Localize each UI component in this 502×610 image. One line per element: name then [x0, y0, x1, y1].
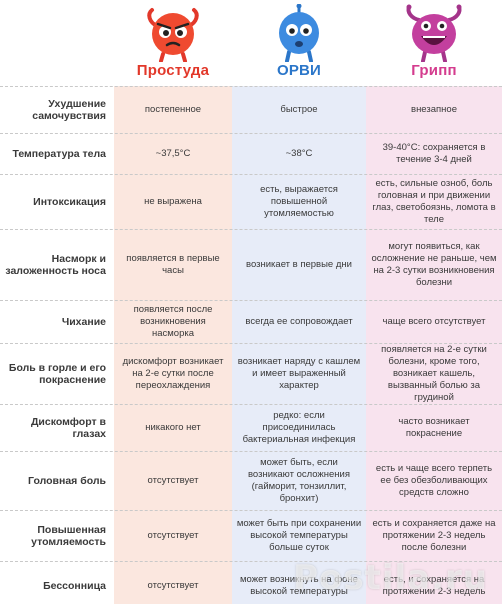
cold-header: Простуда: [114, 0, 232, 86]
flu-cell: есть и сохраняется даже на протяжении 2-…: [372, 518, 496, 553]
table-row: Ухудшение самочувствия постепенное быстр…: [0, 86, 502, 133]
flu-cell: есть и чаще всего терпеть ее без обезбол…: [375, 463, 493, 498]
cold-cell: отсутствует: [147, 580, 199, 591]
flu-cell: могут появиться, как осложнение не раньш…: [371, 241, 497, 288]
row-label: Дискомфорт в глазах: [30, 416, 106, 440]
watermark: Postila.ru: [293, 558, 488, 598]
flu-cell: есть, и сохраняется на протяжении 2-3 не…: [382, 574, 486, 597]
cold-cell: постепенное: [144, 104, 202, 115]
table-row: Температура тела ~37,5°C ~38°C 39-40°C: …: [0, 133, 502, 174]
row-label: Температура тела: [12, 148, 106, 160]
cold-cell: дискомфорт возникает на 2-е сутки после …: [122, 356, 224, 391]
cold-title: Простуда: [136, 62, 210, 79]
cold-cell: не выражена: [144, 196, 202, 207]
orvi-cell: быстрое: [280, 104, 318, 115]
orvi-header: ОРВИ: [232, 0, 366, 86]
cold-column-bg: [114, 86, 232, 604]
orvi-cell: может возникнуть на фоне высокой темпера…: [240, 574, 358, 597]
row-label: Ухудшение самочувствия: [32, 98, 106, 122]
row-label: Головная боль: [28, 475, 106, 487]
angry-virus-mascot-icon: [147, 8, 199, 62]
comparison-table: Ухудшение самочувствия постепенное быстр…: [0, 86, 502, 610]
row-label: Бессонница: [43, 580, 106, 592]
orvi-cell: может быть при сохранении высокой темпер…: [236, 518, 362, 553]
orvi-cell: возникает наряду с кашлем и имеет выраже…: [237, 356, 361, 391]
table-row: Насморк и заложенность носа появляется в…: [0, 229, 502, 300]
row-label: Интоксикация: [33, 196, 106, 208]
orvi-cell: возникает в первые дни: [246, 259, 352, 270]
cold-cell: отсутствует: [147, 475, 199, 486]
flu-title: Грипп: [411, 62, 457, 79]
flu-cell: часто возникает покраснение: [398, 416, 470, 439]
flu-cell: внезапное: [411, 104, 457, 115]
orvi-cell: ~38°C: [285, 148, 313, 159]
screaming-virus-mascot-icon: [406, 4, 462, 62]
table-row: Интоксикация не выражена есть, выражаетс…: [0, 174, 502, 229]
row-label: Насморк и заложенность носа: [5, 253, 106, 277]
table-row: Головная боль отсутствует может быть, ес…: [0, 451, 502, 510]
row-label: Боль в горле и его покраснение: [8, 362, 106, 386]
orvi-cell: редко: если присоединилась бактериальная…: [242, 410, 356, 445]
flu-cell: 39-40°C: сохраняется в течение 3-4 дней: [382, 142, 486, 165]
cold-cell: отсутствует: [147, 530, 199, 541]
flu-header: Грипп: [366, 0, 502, 86]
cold-cell: появляется после возникновения насморка: [133, 304, 213, 339]
flu-cell: чаще всего отсутствует: [382, 316, 486, 327]
orvi-cell: может быть, если возникают осложнения (г…: [247, 457, 351, 504]
table-row: Дискомфорт в глазах никакого нет редко: …: [0, 404, 502, 451]
orvi-title: ОРВИ: [276, 62, 322, 79]
table-row: Чихание появляется после возникновения н…: [0, 300, 502, 343]
flu-column-bg: [366, 86, 502, 604]
row-label: Чихание: [61, 316, 106, 328]
cold-cell: появляется в первые часы: [126, 253, 220, 276]
flu-cell: есть, сильные озноб, боль головная и при…: [372, 178, 496, 225]
orvi-column-bg: [232, 86, 366, 604]
cold-cell: никакого нет: [145, 422, 201, 433]
table-row: Бессонница отсутствует может возникнуть …: [0, 561, 502, 610]
orvi-cell: есть, выражается повышенной утомляемость…: [260, 184, 338, 219]
cold-cell: ~37,5°C: [155, 148, 191, 159]
orvi-cell: всегда ее сопровождает: [245, 316, 353, 327]
table-row: Повышенная утомляемость отсутствует може…: [0, 510, 502, 561]
flu-cell: появляется на 2-е сутки болезни, кроме т…: [381, 344, 487, 403]
sick-virus-mascot-icon: [279, 4, 319, 62]
table-row: Боль в горле и его покраснение дискомфор…: [0, 343, 502, 404]
row-label: Повышенная утомляемость: [31, 524, 106, 548]
